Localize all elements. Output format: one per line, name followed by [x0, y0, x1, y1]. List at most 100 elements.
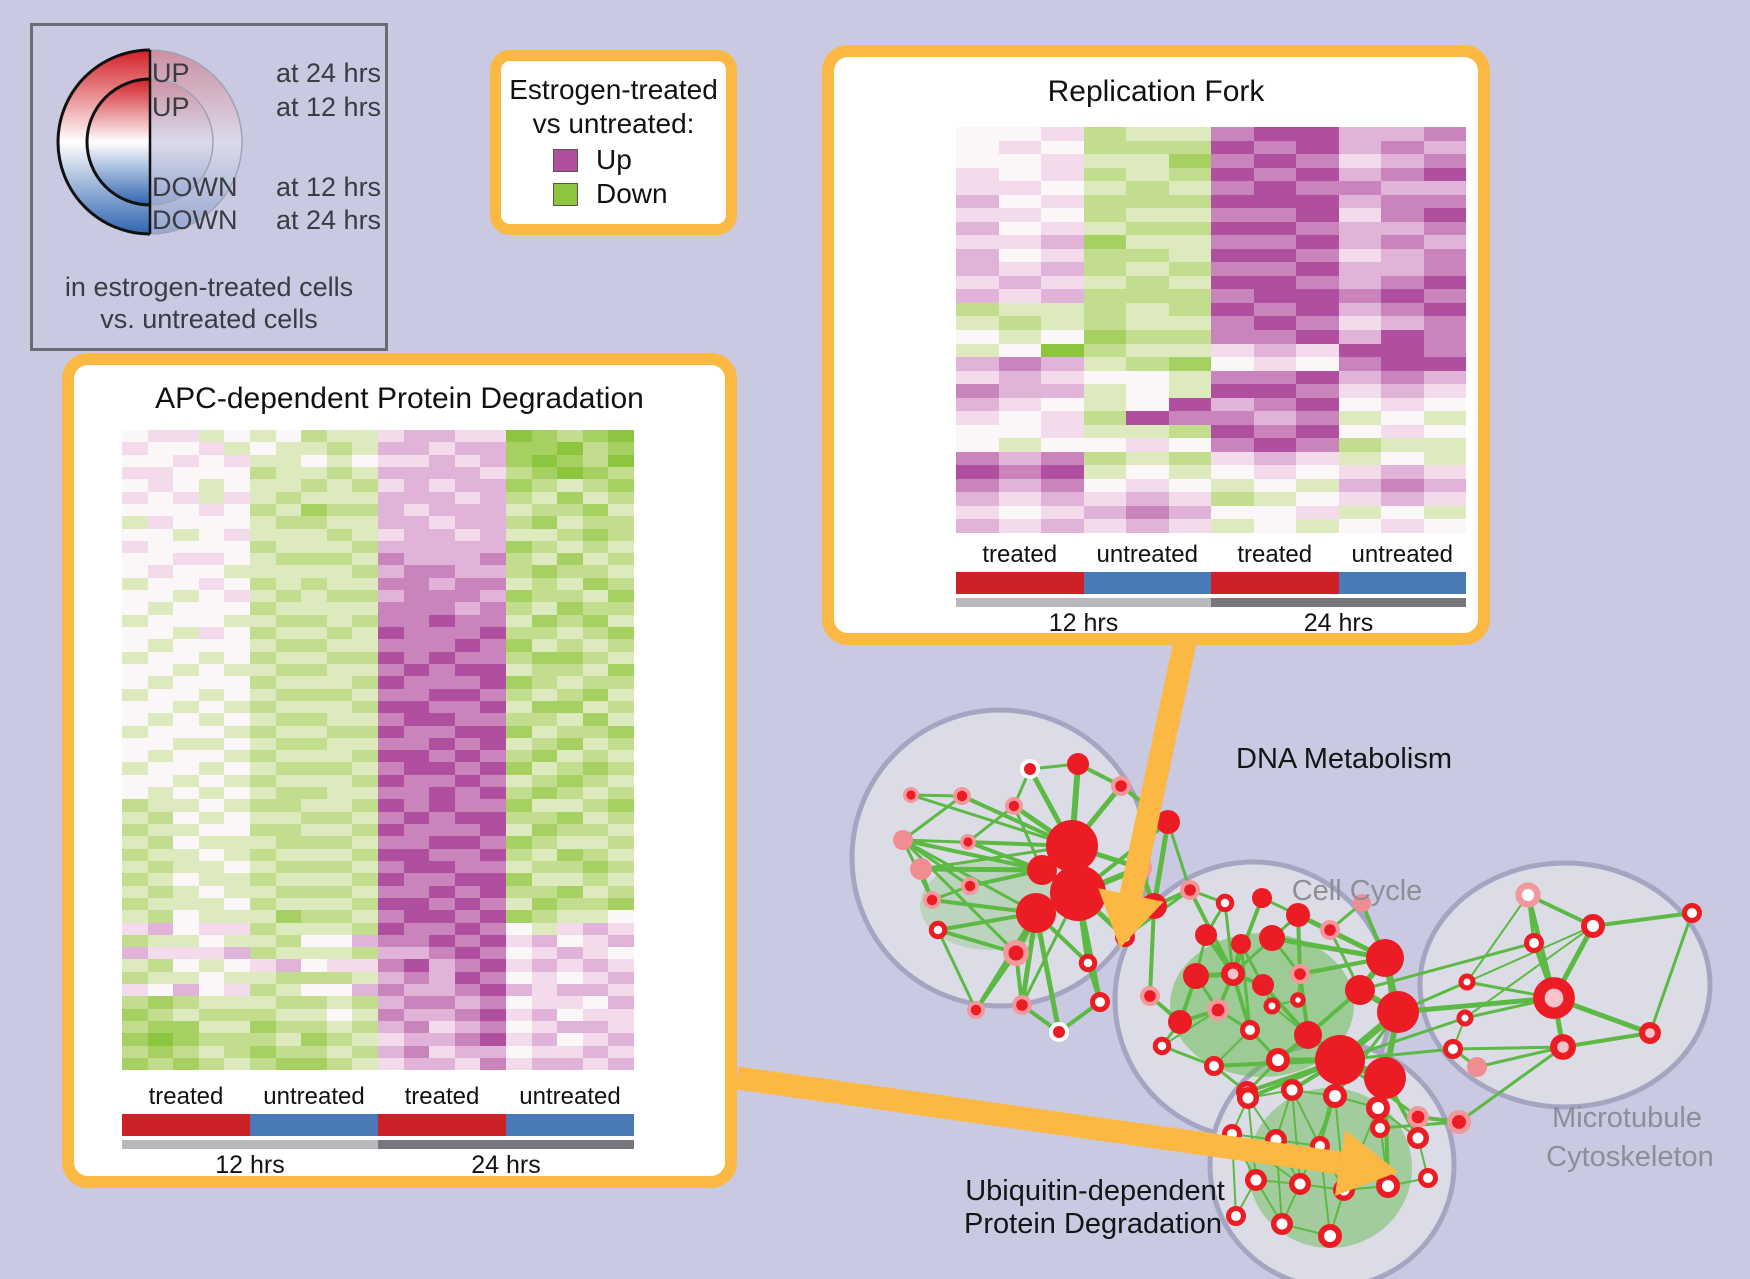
time-label-12hrs: 12 hrs — [1048, 609, 1119, 637]
network-edge — [1033, 912, 1062, 1033]
heatmap-cell — [480, 713, 506, 726]
heatmap-cell — [582, 602, 609, 615]
heatmap-cell — [1083, 316, 1126, 330]
heatmap-cell — [403, 602, 430, 615]
heatmap-cell — [1168, 370, 1211, 385]
legend-row-down-24: DOWN at 24 hrs — [152, 205, 381, 236]
heatmap-cell — [403, 528, 430, 541]
heatmap-cell — [608, 663, 634, 677]
heatmap-cell — [173, 984, 199, 997]
heatmap-cell — [956, 275, 999, 290]
heatmap-row — [122, 454, 634, 467]
heatmap-cell — [198, 688, 225, 701]
heatmap-cell — [249, 700, 276, 714]
heatmap-cell — [224, 725, 250, 738]
heatmap-cell — [557, 491, 583, 504]
heatmap-cell — [224, 910, 250, 923]
gene-node-pink-core — [1550, 1034, 1576, 1060]
heatmap-cell — [557, 910, 583, 923]
heatmap-cell — [582, 996, 609, 1009]
network-edge — [1452, 1045, 1564, 1051]
heatmap-row — [956, 465, 1466, 479]
heatmap-cell — [608, 676, 634, 689]
gene-node-open — [1090, 992, 1110, 1012]
heatmap-cell — [480, 540, 506, 554]
heatmap-cell — [352, 1045, 378, 1058]
heatmap-cell — [557, 934, 583, 948]
heatmap-cell — [1211, 451, 1254, 466]
heatmap-cell — [480, 848, 506, 861]
heatmap-cell — [224, 577, 250, 591]
heatmap-cell — [147, 614, 174, 627]
heatmap-cell — [1253, 411, 1296, 425]
heatmap-cell — [531, 897, 558, 911]
heatmap-cell — [198, 627, 225, 640]
heatmap-cell — [326, 1033, 353, 1046]
heatmap-cell — [531, 676, 558, 689]
heatmap-cell — [429, 750, 455, 763]
gene-node-open — [1524, 933, 1544, 953]
heatmap-cell — [454, 713, 481, 726]
heatmap-cell — [301, 897, 327, 911]
heatmap-cell — [505, 528, 532, 541]
heatmap-cell — [608, 922, 634, 935]
heatmap-cell — [352, 1057, 378, 1071]
heatmap-cell — [582, 934, 609, 948]
heatmap-cell — [1296, 438, 1339, 452]
heatmap-cell — [429, 922, 455, 935]
heatmap-cell — [301, 1008, 327, 1021]
heatmap-cell — [480, 922, 506, 935]
heatmap-cell — [557, 1021, 583, 1034]
heatmap-cell — [505, 676, 532, 689]
heatmap-row — [956, 451, 1466, 466]
heatmap-cell — [352, 922, 378, 935]
heatmap-cell — [249, 885, 276, 898]
heatmap-cell — [1126, 235, 1169, 249]
heatmap-cell — [198, 491, 225, 504]
heatmap-cell — [301, 873, 327, 886]
heatmap-cell — [377, 516, 404, 529]
heatmap-cell — [1381, 302, 1424, 317]
heatmap-cell — [531, 922, 558, 935]
heatmap-cell — [454, 614, 481, 627]
heatmap-cell — [1126, 343, 1169, 358]
down-color-swatch — [553, 182, 578, 206]
heatmap-cell — [122, 799, 148, 812]
heatmap-cell — [1296, 505, 1339, 520]
heatmap-row — [122, 528, 634, 541]
heatmap-cell — [377, 503, 404, 517]
heatmap-cell — [173, 799, 199, 812]
heatmap-cell — [608, 454, 634, 467]
gene-node-halo-core — [964, 880, 976, 892]
heatmap-cell — [608, 725, 634, 738]
heatmap-cell — [198, 725, 225, 738]
gene-node-open — [1237, 1087, 1259, 1109]
heatmap-cell — [1126, 262, 1169, 276]
gene-node-solid — [1195, 924, 1217, 946]
heatmap-cell — [224, 479, 250, 492]
heatmap-cell — [326, 910, 353, 923]
heatmap-cell — [326, 922, 353, 935]
heatmap-cell — [429, 688, 455, 701]
heatmap-cell — [582, 860, 609, 874]
heatmap-cell — [352, 590, 378, 603]
heatmap-cell — [147, 713, 174, 726]
heatmap-cell — [1296, 302, 1339, 317]
gene-node-solid — [1364, 1057, 1406, 1099]
heatmap-cell — [198, 590, 225, 603]
heatmap-cell — [505, 553, 532, 566]
heatmap-row — [956, 127, 1466, 141]
heatmap-cell — [147, 688, 174, 701]
heatmap-cell — [531, 627, 558, 640]
heatmap-cell — [454, 602, 481, 615]
heatmap-cell — [429, 836, 455, 849]
heatmap-cell — [429, 971, 455, 985]
heatmap-cell — [249, 848, 276, 861]
gene-node-solid — [1345, 975, 1375, 1005]
heatmap-cell — [557, 1033, 583, 1046]
heatmap-cell — [608, 627, 634, 640]
heatmap-cell — [531, 651, 558, 664]
heatmap-cell — [582, 466, 609, 480]
gene-node-open — [1281, 1079, 1303, 1101]
heatmap-cell — [1211, 221, 1254, 236]
